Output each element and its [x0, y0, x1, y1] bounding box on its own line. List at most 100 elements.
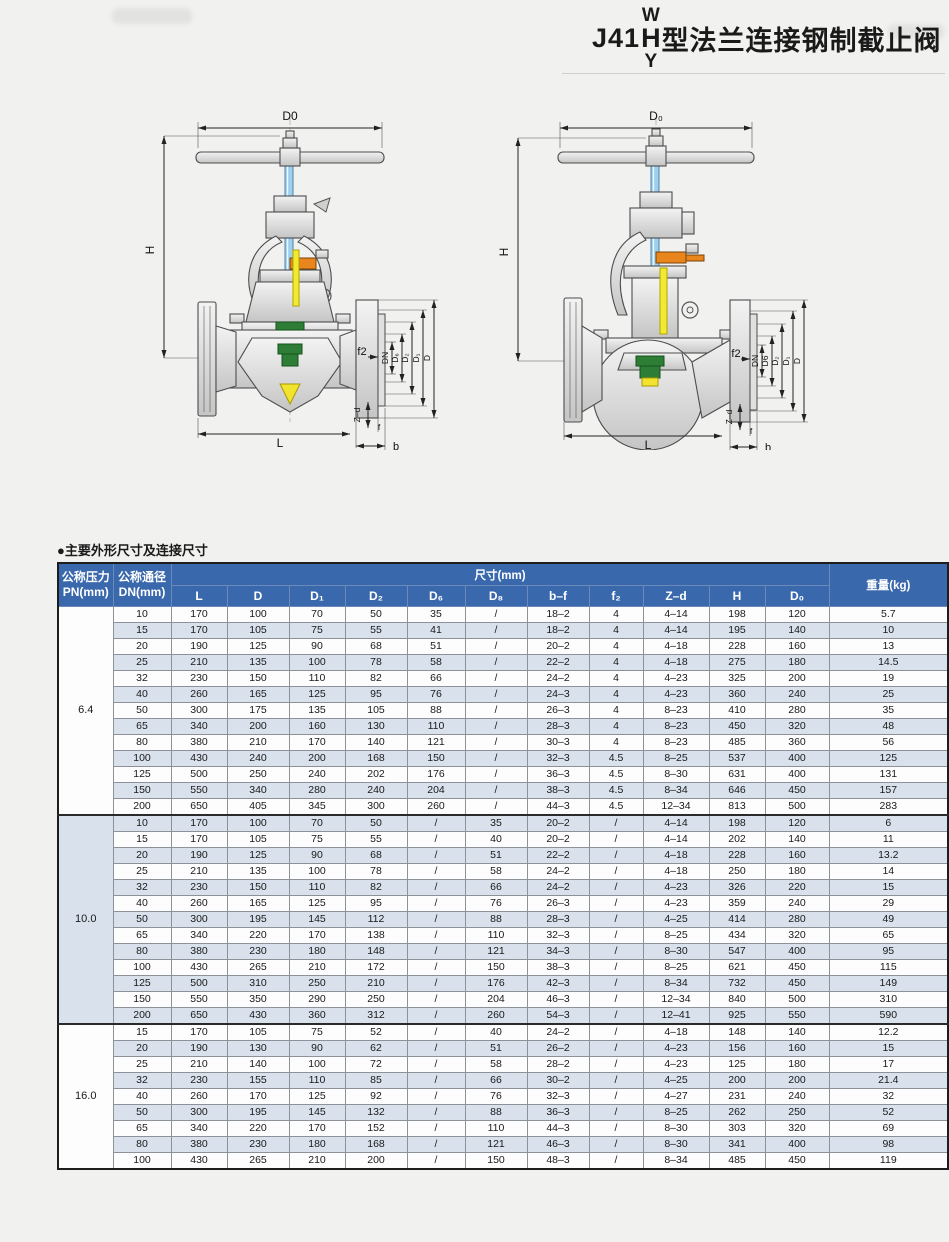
raised-face [749, 313, 758, 411]
table-cell: / [588, 927, 644, 944]
table-cell: 190 [170, 638, 228, 655]
table-cell: 125 [828, 750, 949, 767]
table-cell: 8–34 [642, 1152, 710, 1170]
cell-dn: 50 [112, 911, 172, 928]
col-header-bf: b–f [526, 585, 590, 607]
table-cell: 240 [344, 782, 408, 799]
table-cell: 132 [344, 1104, 408, 1121]
table-cell: 78 [344, 863, 408, 880]
table-cell: 55 [344, 831, 408, 848]
table-row: 80 380 210 170 140 121/30–3 4 8–23 485 360 56 [58, 734, 949, 751]
table-cell: 140 [764, 1023, 830, 1041]
valve-drawing-left: D0 H [140, 100, 460, 453]
table-cell: 310 [828, 991, 949, 1008]
table-cell: 300 [170, 911, 228, 928]
table-cell: 8–23 [642, 702, 710, 719]
dim-label-f: f [750, 426, 753, 436]
table-cell: 4 [588, 606, 644, 623]
cell-dn: 50 [112, 702, 172, 719]
table-cell: 110 [464, 927, 528, 944]
table-cell: 360 [708, 686, 766, 703]
cell-dn: 200 [112, 798, 172, 816]
cell-dn: 80 [112, 1136, 172, 1153]
table-cell: 95 [344, 686, 408, 703]
table-cell: 4.5 [588, 798, 644, 816]
table-cell: 125 [708, 1056, 766, 1073]
valve-disc [279, 383, 301, 406]
table-cell: 28–3 [526, 911, 590, 928]
table-cell: 230 [226, 943, 290, 960]
table-cell: 28–2 [526, 1056, 590, 1073]
packing-flange [623, 265, 687, 279]
table-cell: 283 [828, 798, 949, 816]
cell-dn: 150 [112, 991, 172, 1008]
cell-dn: 80 [112, 734, 172, 751]
table-cell: 140 [764, 831, 830, 848]
table-cell: 100 [226, 606, 290, 623]
table-cell: 26–3 [526, 895, 590, 912]
table-cell: 4–25 [642, 911, 710, 928]
table-cell: 140 [226, 1056, 290, 1073]
table-cell: / [588, 831, 644, 848]
table-row: 40 260 165 125 95/76 26–3/4–23 359 240 29 [58, 895, 949, 912]
table-cell: 24–2 [526, 863, 590, 880]
dim-label-d2: D₂ [770, 356, 780, 365]
pressure-group-label: 10.0 [57, 814, 114, 1025]
title-variant-y: Y [644, 51, 658, 72]
table-cell: 98 [828, 1136, 949, 1153]
table-cell: 240 [226, 750, 290, 767]
table-cell: 160 [764, 847, 830, 864]
table-cell: 260 [406, 798, 466, 816]
table-cell: 220 [226, 1120, 290, 1137]
table-cell: / [588, 975, 644, 992]
table-cell: 198 [708, 606, 766, 623]
table-cell: 130 [226, 1040, 290, 1057]
table-cell: / [406, 975, 466, 992]
table-cell: 150 [406, 750, 466, 767]
table-row: 40 260 170 125 92/76 32–3/4–27 231 240 32 [58, 1088, 949, 1105]
table-cell: / [464, 654, 528, 671]
table-cell: 300 [344, 798, 408, 816]
table-cell: 165 [226, 686, 290, 703]
table-cell: 195 [226, 1104, 290, 1121]
table-cell: / [464, 798, 528, 816]
table-cell: 125 [288, 1088, 346, 1105]
yoke-arm [610, 231, 647, 316]
table-row: 32 230 155 110 85/66 30–2/4–25 200 200 21.4 [58, 1072, 949, 1089]
cell-dn: 25 [112, 654, 172, 671]
col-header-d1: D₁ [288, 585, 346, 607]
table-cell: / [464, 686, 528, 703]
table-cell: 303 [708, 1120, 766, 1137]
dim-label-d: D [792, 358, 802, 364]
table-cell: 8–25 [642, 959, 710, 976]
table-cell: 170 [288, 734, 346, 751]
table-cell: 4 [588, 622, 644, 639]
table-cell: 112 [344, 911, 408, 928]
table-cell: 250 [708, 863, 766, 880]
table-row: 65 340 220 170 138/110 32–3/8–25 434 320 65 [58, 927, 949, 944]
table-cell: 8–30 [642, 1120, 710, 1137]
table-cell: 110 [406, 718, 466, 735]
table-cell: 8–30 [642, 943, 710, 960]
table-cell: 30–2 [526, 1072, 590, 1089]
table-cell: / [588, 943, 644, 960]
table-cell: 350 [226, 991, 290, 1008]
table-cell: / [406, 1056, 466, 1073]
table-cell: 51 [464, 847, 528, 864]
table-cell: 650 [170, 798, 228, 816]
dim-label-b: b [393, 441, 399, 450]
table-cell: 131 [828, 766, 949, 783]
table-cell: / [588, 1152, 644, 1170]
table-cell: / [406, 1104, 466, 1121]
title-variant-h: H [641, 23, 661, 53]
table-cell: 4–23 [642, 1056, 710, 1073]
header-weight: 重量(kg) [828, 562, 949, 607]
table-cell: 4–23 [642, 1040, 710, 1057]
table-cell: 170 [170, 814, 228, 832]
table-cell: 430 [226, 1007, 290, 1025]
col-header-f2: f₂ [588, 585, 644, 607]
table-cell: 125 [288, 686, 346, 703]
table-cell: 345 [288, 798, 346, 816]
table-cell: 180 [288, 943, 346, 960]
table-cell: 325 [708, 670, 766, 687]
